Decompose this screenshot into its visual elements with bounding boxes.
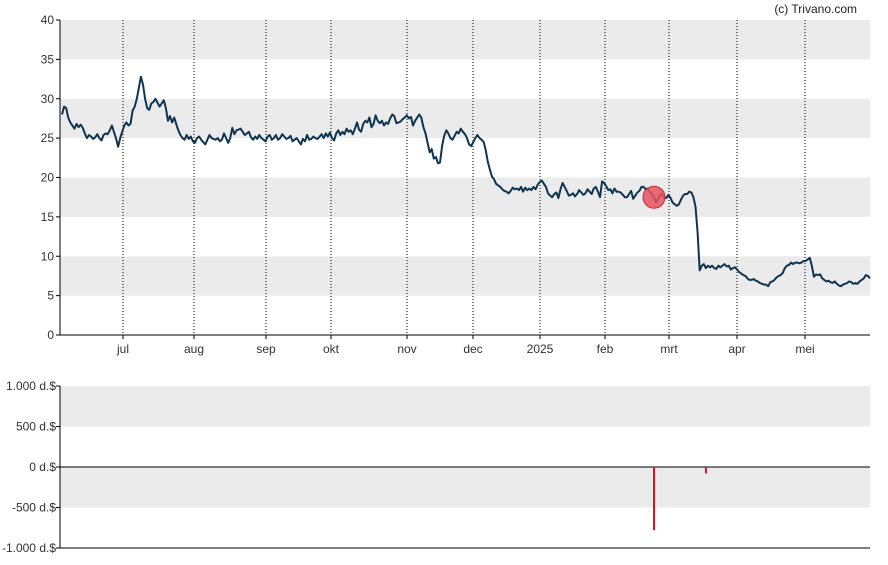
volume-band [60, 386, 870, 427]
price-y-tick-label: 15 [41, 210, 55, 224]
price-x-tick-label: apr [728, 342, 745, 356]
volume-background-bands [60, 386, 870, 508]
volume-y-tick-label: 1.000 d.$ [6, 379, 56, 393]
price-background-bands [60, 20, 870, 296]
price-x-tick-label: mei [795, 342, 814, 356]
volume-series [652, 467, 707, 531]
price-y-tick-label: 5 [47, 289, 54, 303]
volume-y-tick-label: -500 d.$ [12, 501, 56, 515]
price-x-tick-label: feb [597, 342, 614, 356]
volume-y-tick-label: -1.000 d.$ [2, 541, 56, 555]
credit-text: (c) Trivano.com [774, 2, 857, 16]
price-y-tick-label: 0 [47, 328, 54, 342]
volume-y-tick-label: 0 d.$ [29, 460, 56, 474]
volume-y-tick-label: 500 d.$ [16, 420, 56, 434]
highlight-marker [642, 185, 666, 209]
price-band [60, 177, 870, 217]
price-band [60, 256, 870, 296]
price-y-tick-label: 35 [41, 52, 55, 66]
price-x-tick-label: aug [184, 342, 204, 356]
price-band [60, 20, 870, 60]
price-y-tick-label: 40 [41, 13, 55, 27]
price-x-tick-label: nov [397, 342, 416, 356]
volume-band [60, 467, 870, 508]
price-y-tick-label: 30 [41, 92, 55, 106]
price-x-tick-label: okt [323, 342, 340, 356]
price-y-axis: 0 5 10 15 20 25 30 35 40 [41, 13, 60, 342]
price-x-tick-label: jul [116, 342, 129, 356]
price-x-tick-label: mrt [660, 342, 678, 356]
price-y-tick-label: 20 [41, 171, 55, 185]
price-x-axis: jul aug sep okt nov dec 2025 feb mrt apr mei [116, 335, 815, 356]
price-series [61, 75, 871, 288]
volume-y-axis: 1.000 d.$ 500 d.$ 0 d.$ -500 d.$ -1.000 d.$ [2, 379, 60, 555]
price-line [61, 75, 871, 288]
price-band [60, 98, 870, 139]
price-x-tick-label: sep [256, 342, 276, 356]
price-x-tick-label: dec [463, 342, 482, 356]
price-y-tick-label: 10 [41, 249, 55, 263]
price-y-tick-label: 25 [41, 131, 55, 145]
price-x-tick-label: 2025 [527, 342, 554, 356]
